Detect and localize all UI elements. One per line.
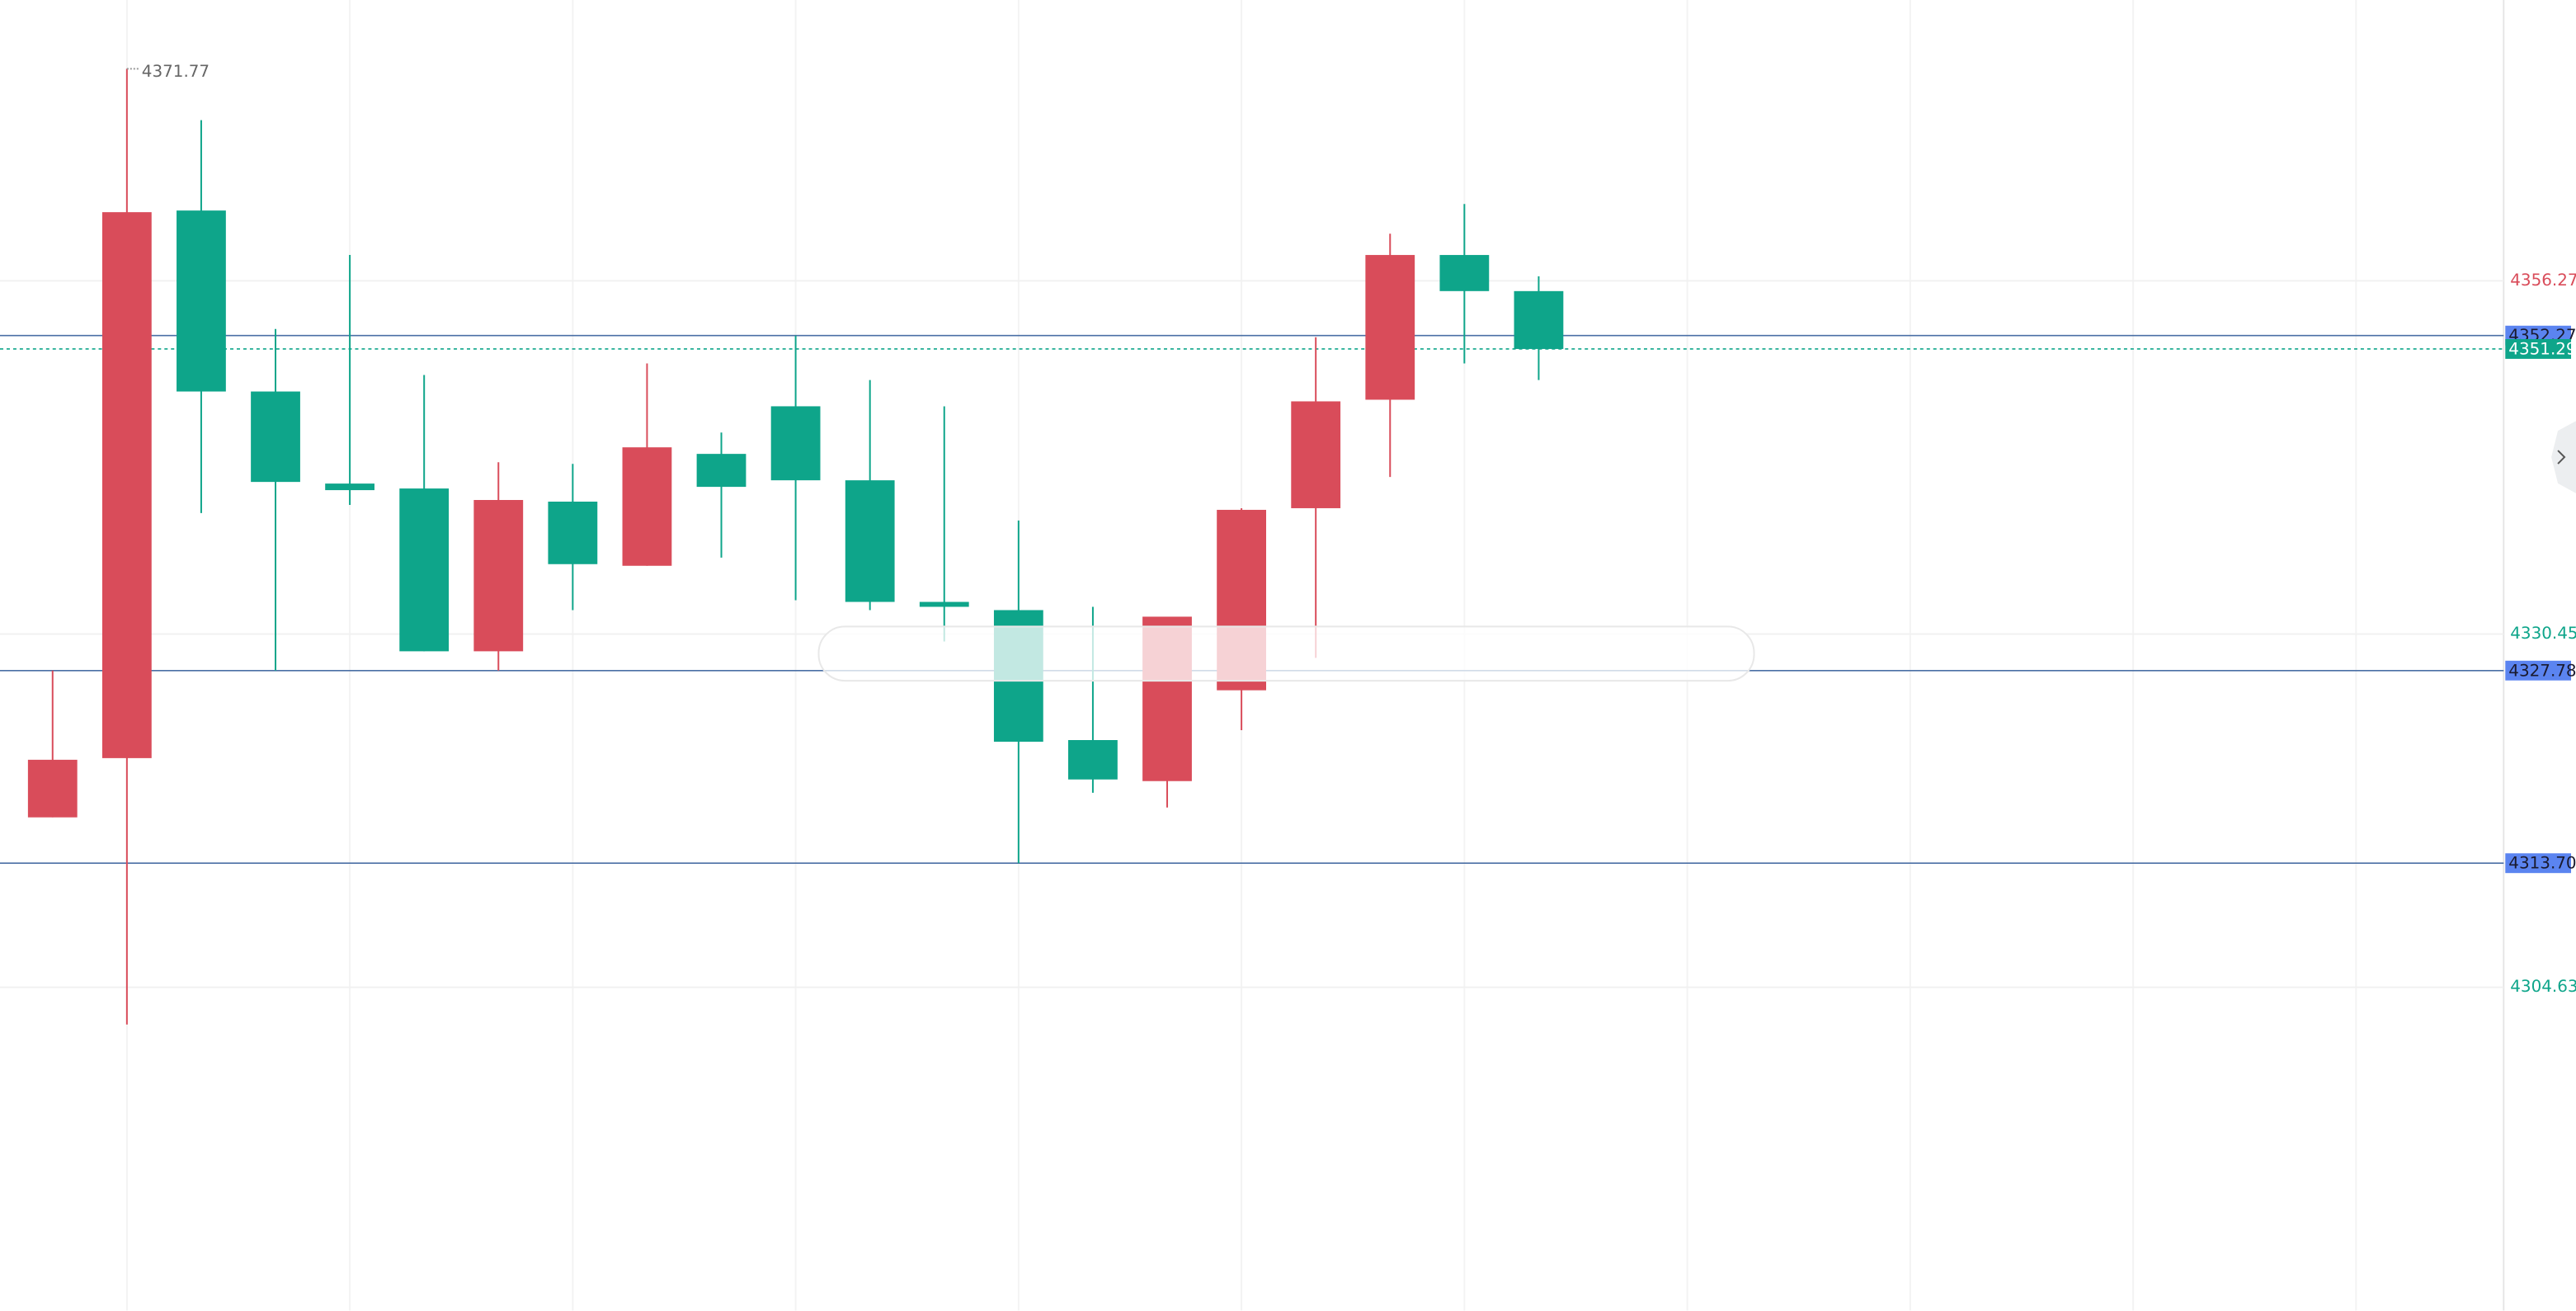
candle-body: [696, 454, 746, 488]
candle-body: [1514, 290, 1564, 349]
y-tick-label: 4356.27: [2510, 271, 2576, 290]
candle-body: [1439, 255, 1490, 291]
candle-body: [1291, 401, 1341, 508]
candle-body: [473, 500, 524, 652]
candle-body: [251, 391, 300, 483]
candle-body: [845, 480, 895, 602]
max-annotation: 4371.77: [142, 62, 210, 81]
price-label: 4327.78: [2508, 661, 2576, 680]
y-tick-label: 4330.45: [2510, 624, 2576, 643]
candle-body: [399, 488, 450, 652]
price-label: 4351.29: [2508, 339, 2576, 358]
price-label-box: [2505, 339, 2572, 359]
candle-body: [919, 601, 969, 607]
price-label-box: [2505, 660, 2572, 681]
candle-body: [325, 483, 375, 491]
blurred-overlay: [817, 625, 1755, 682]
candle-body: [27, 759, 78, 818]
price-label-box: [2505, 853, 2572, 874]
tab-arrow[interactable]: [2557, 450, 2566, 465]
candle-body: [1365, 255, 1415, 400]
price-label: 4313.70: [2508, 854, 2576, 873]
candle-body: [1068, 739, 1118, 780]
candle-body: [770, 406, 821, 481]
y-tick-label: 4304.63: [2510, 977, 2576, 996]
candle-body: [177, 210, 226, 392]
candle-body: [101, 212, 152, 758]
candle-body: [622, 447, 672, 566]
candle-body: [548, 502, 598, 564]
